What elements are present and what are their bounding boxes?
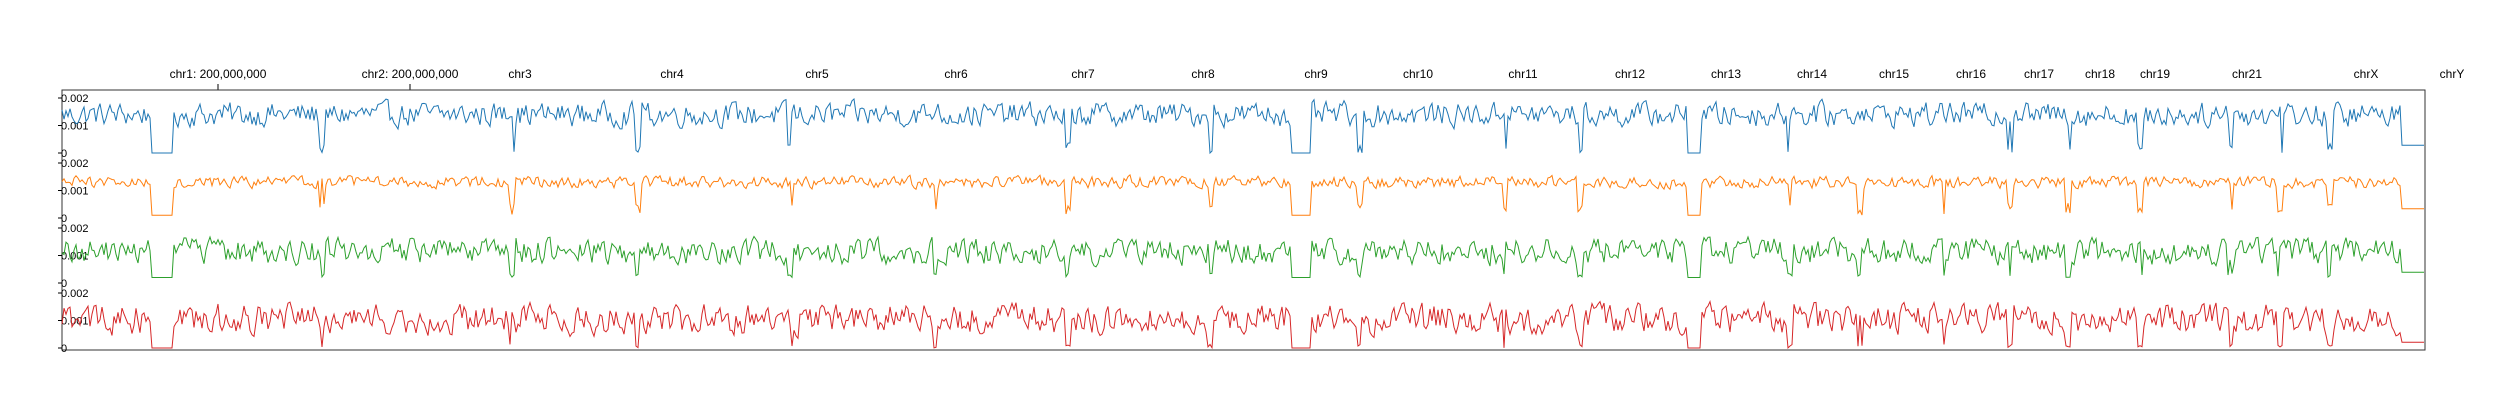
chrom-label-chr13: chr13 — [1711, 67, 1741, 81]
chrom-label-chr16: chr16 — [1956, 67, 1986, 81]
chrom-label-chr12: chr12 — [1615, 67, 1645, 81]
coverage-tracks — [61, 97, 2424, 350]
y-tick-label-1-3: 0 — [61, 148, 67, 160]
chromosome-axis: chr1: 200,000,000 chr2: 200,000,000 chr3 ch… — [170, 67, 2465, 90]
coverage-line-track-4 — [61, 299, 2424, 350]
chrom-label-chr6: chr6 — [944, 67, 968, 81]
y-tick-label-4-3: 0 — [61, 343, 67, 355]
chrom-label-chr10: chr10 — [1403, 67, 1433, 81]
coverage-line-track-2 — [61, 174, 2424, 216]
chrom-label-chr4: chr4 — [660, 67, 684, 81]
y-tick-label-2-2: 0.001 — [61, 186, 89, 198]
y-tick-label-3-3: 0 — [61, 278, 67, 290]
chrom-label-chr3: chr3 — [508, 67, 532, 81]
chrom-label-chr18: chr18 — [2085, 67, 2115, 81]
chrom-label-chr11: chr11 — [1508, 67, 1537, 81]
chrom-label-chr21: chr21 — [2232, 67, 2262, 81]
chrom-label-chr1-200-000-000: chr1: 200,000,000 — [170, 67, 267, 81]
chrom-label-chr5: chr5 — [805, 67, 829, 81]
chrom-label-chr8: chr8 — [1191, 67, 1215, 81]
chrom-label-chr9: chr9 — [1304, 67, 1328, 81]
y-tick-label-2-3: 0 — [61, 213, 67, 225]
track-frame: 0.0020.00100.0020.00100.0020.00100.0020.… — [58, 89, 2426, 355]
y-tick-label-1-2: 0.001 — [61, 121, 89, 133]
chrom-label-chr7: chr7 — [1071, 67, 1095, 81]
chrom-label-chr19: chr19 — [2140, 67, 2170, 81]
y-tick-label-2-1: 0.002 — [61, 158, 89, 170]
chrom-label-chr15: chr15 — [1879, 67, 1909, 81]
coverage-line-track-1 — [61, 97, 2424, 155]
y-tick-label-4-1: 0.002 — [61, 288, 89, 300]
y-tick-label-1-1: 0.002 — [61, 93, 89, 105]
chrom-label-chry: chrY — [2440, 67, 2465, 81]
chrom-label-chr2-200-000-000: chr2: 200,000,000 — [362, 67, 459, 81]
y-tick-label-3-2: 0.001 — [61, 251, 89, 263]
chrom-label-chr17: chr17 — [2024, 67, 2054, 81]
chrom-label-chrx: chrX — [2354, 67, 2379, 81]
plot-frame — [61, 89, 2426, 351]
y-tick-label-3-1: 0.002 — [61, 223, 89, 235]
chrom-label-chr14: chr14 — [1797, 67, 1827, 81]
coverage-line-track-3 — [61, 235, 2424, 279]
